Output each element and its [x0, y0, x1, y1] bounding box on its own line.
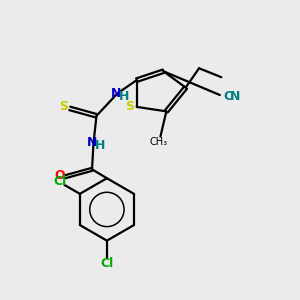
Text: O: O	[55, 169, 65, 182]
Text: N: N	[111, 87, 121, 100]
Text: S: S	[59, 100, 68, 112]
Text: S: S	[126, 100, 135, 113]
Text: Cl: Cl	[100, 257, 113, 270]
Text: Cl: Cl	[53, 176, 67, 188]
Text: N: N	[230, 90, 241, 103]
Text: N: N	[87, 136, 97, 149]
Text: H: H	[95, 139, 105, 152]
Text: H: H	[119, 90, 129, 103]
Text: CH₃: CH₃	[150, 137, 168, 147]
Text: C: C	[224, 90, 233, 103]
